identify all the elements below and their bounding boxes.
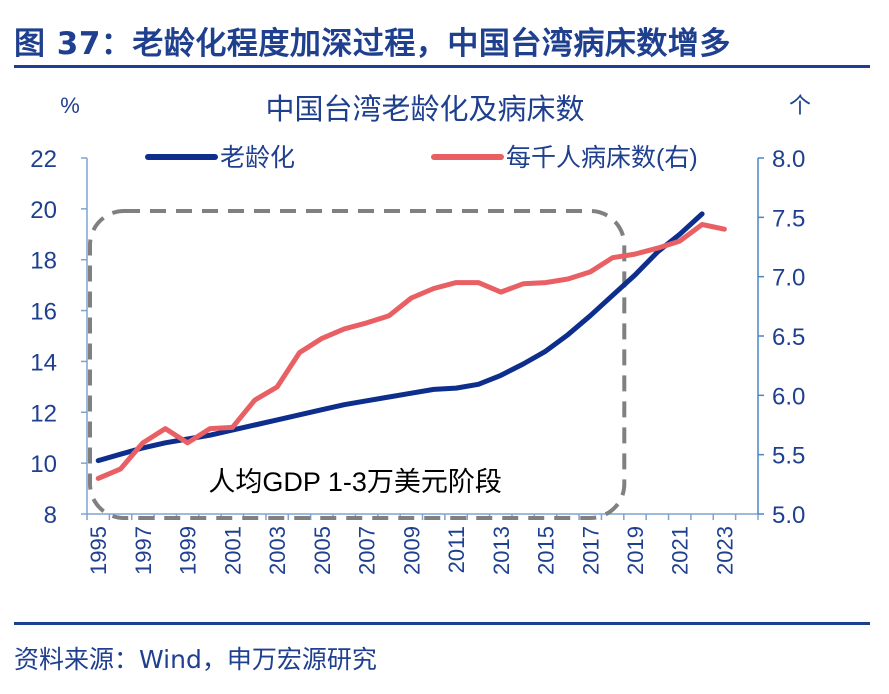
right-tick-label: 6.5 [772, 324, 805, 351]
left-tick-label: 10 [30, 451, 57, 478]
annotation-label: 人均GDP 1-3万美元阶段 [208, 467, 502, 497]
legend-label-beds: 每千人病床数(右) [506, 144, 698, 172]
x-tick-label: 2021 [668, 526, 693, 575]
title-rule [14, 65, 870, 68]
left-tick-label: 12 [30, 400, 57, 427]
legend: 老龄化 每千人病床数(右) [145, 144, 698, 172]
annotation-box [88, 209, 627, 520]
right-tick-label: 7.0 [772, 265, 805, 292]
series-line-aging [95, 211, 705, 464]
annotation-group: 人均GDP 1-3万美元阶段 [88, 209, 627, 520]
x-tick-label: 2009 [399, 526, 424, 575]
right-axis-unit: 个 [789, 93, 811, 118]
x-tick-label: 2013 [489, 526, 514, 575]
left-tick-label: 16 [30, 299, 57, 326]
chart-title: 中国台湾老龄化及病床数 [265, 93, 584, 126]
left-tick-label: 20 [30, 197, 57, 224]
right-tick-label: 5.5 [772, 443, 805, 470]
x-tick-label: 2015 [534, 526, 559, 575]
x-tick-label: 2001 [220, 526, 245, 575]
x-tick-label: 2007 [355, 526, 380, 575]
x-tick-label: 1997 [131, 526, 156, 575]
source-note: 资料来源：Wind，申万宏源研究 [14, 645, 377, 674]
axes: 8 10 12 14 16 18 20 22 1995 1997 1999 2001 2003 2005 2… [30, 146, 805, 575]
x-tick-label: 2023 [712, 526, 737, 575]
x-tick-label: 2003 [265, 526, 290, 575]
legend-label-aging: 老龄化 [220, 144, 295, 172]
right-tick-label: 8.0 [772, 146, 805, 173]
footer-rule [14, 622, 870, 625]
figure-title: 图 37：老龄化程度加深过程，中国台湾病床数增多 [14, 26, 731, 62]
right-tick-label: 6.0 [772, 383, 805, 410]
x-tick-label: 2019 [623, 526, 648, 575]
x-tick-label: 2011 [444, 526, 469, 573]
right-tick-label: 7.5 [772, 205, 805, 232]
right-tick-label: 5.0 [772, 502, 805, 529]
left-tick-label: 8 [44, 502, 57, 529]
series-line-beds [95, 222, 727, 481]
left-tick-label: 22 [30, 146, 57, 173]
left-tick-label: 18 [30, 248, 57, 275]
series-group [95, 211, 727, 481]
x-tick-label: 1999 [176, 526, 201, 575]
x-tick-label: 2005 [310, 526, 335, 575]
left-tick-label: 14 [30, 349, 57, 376]
x-tick-label: 1995 [86, 526, 111, 575]
x-tick-label: 2017 [578, 526, 603, 575]
left-axis-unit: % [60, 93, 80, 118]
